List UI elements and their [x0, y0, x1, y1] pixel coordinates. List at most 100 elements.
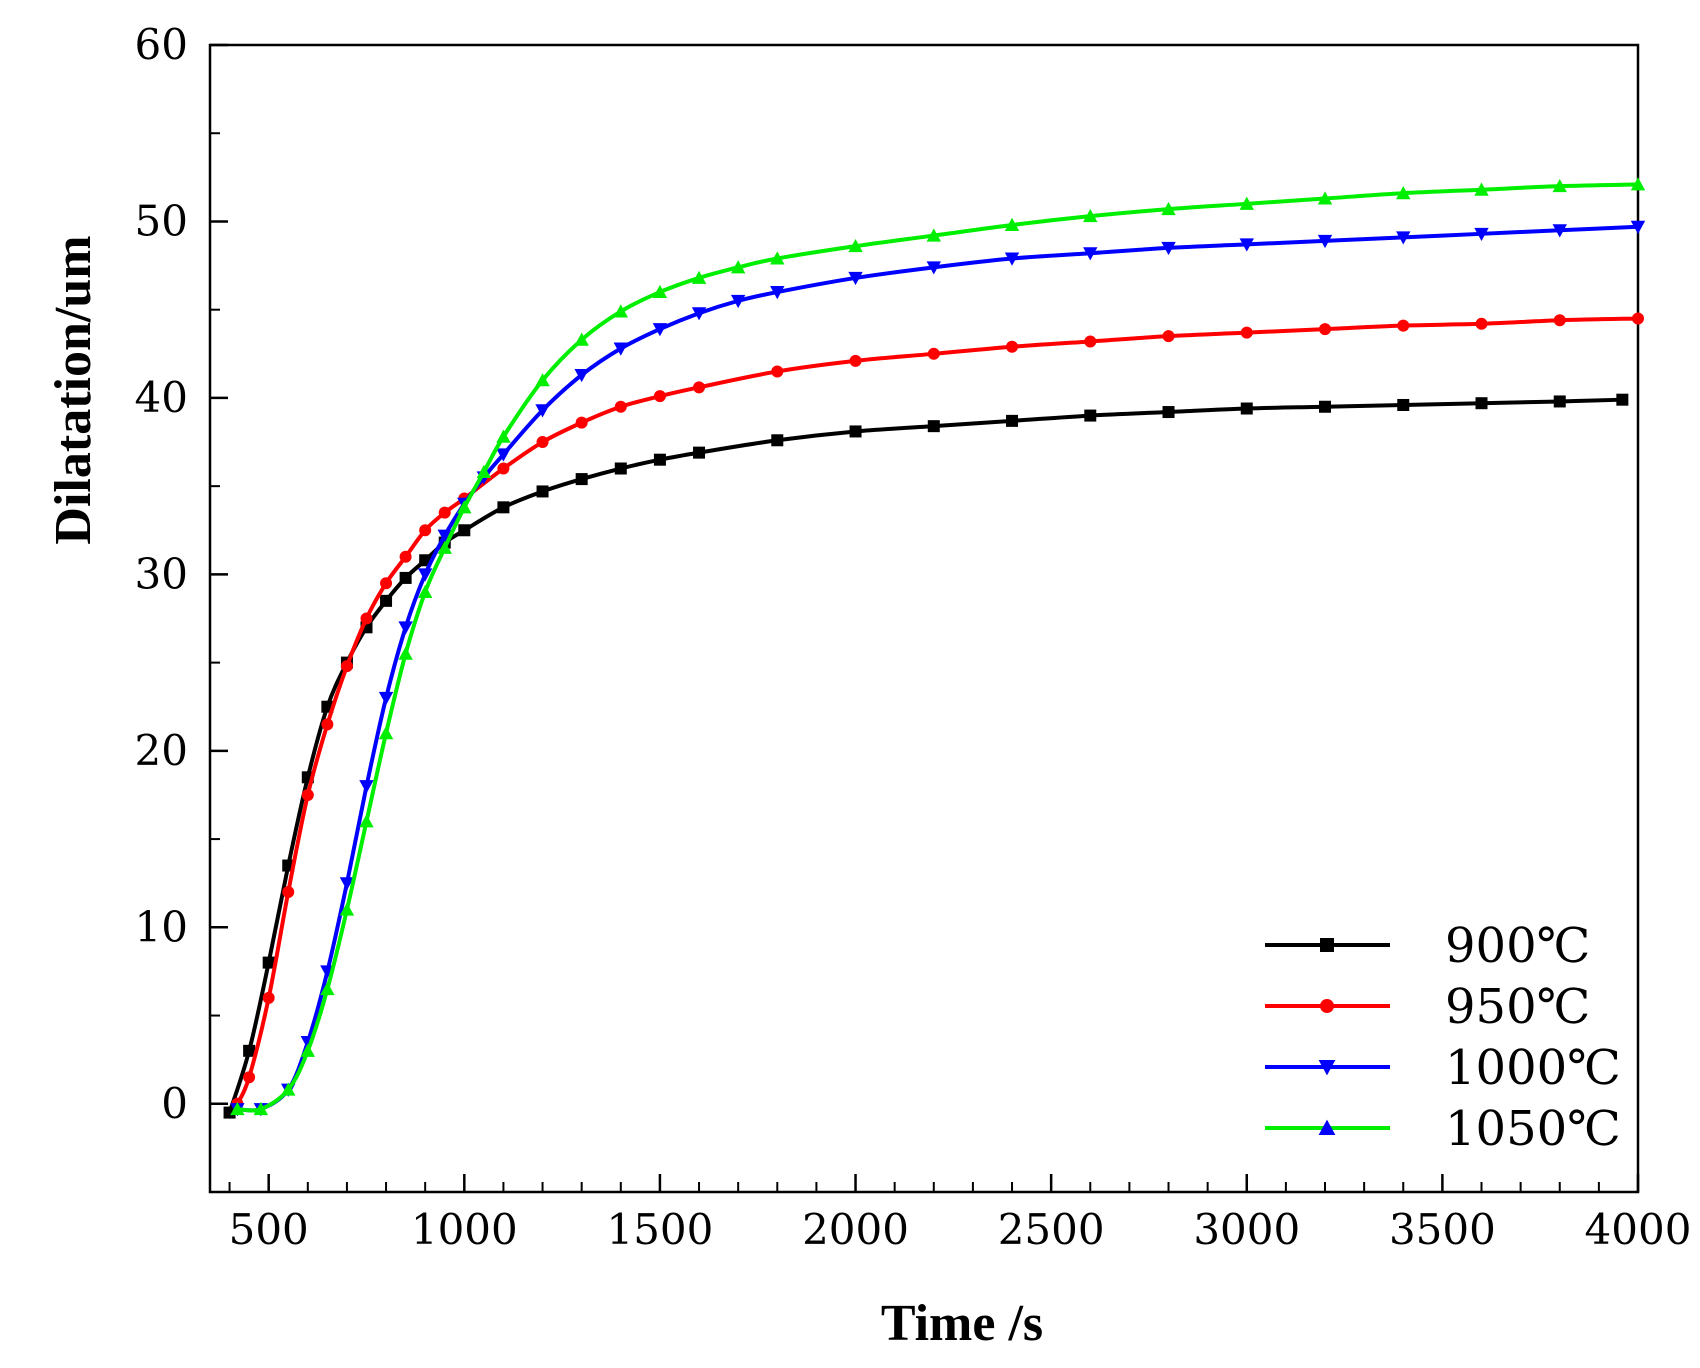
- data-point: [359, 814, 374, 828]
- data-point: [380, 577, 393, 590]
- data-point: [730, 294, 746, 309]
- data-point: [301, 788, 314, 801]
- data-point: [359, 780, 374, 794]
- data-point: [1630, 177, 1646, 191]
- data-point: [575, 416, 588, 429]
- data-point: [1084, 335, 1097, 348]
- data-point: [1083, 208, 1098, 223]
- x-tick-label: 2500: [998, 1205, 1105, 1254]
- data-point: [849, 354, 862, 367]
- series-3: [230, 177, 1646, 1116]
- data-point: [253, 1101, 269, 1116]
- data-point: [1475, 317, 1488, 330]
- legend-marker: [1320, 999, 1334, 1013]
- series-line: [235, 316, 1639, 1105]
- data-point: [771, 365, 784, 378]
- data-point: [575, 473, 588, 486]
- data-point: [360, 612, 373, 625]
- data-point: [398, 621, 413, 635]
- data-point: [1161, 241, 1176, 256]
- data-point: [281, 1082, 296, 1096]
- data-point: [1317, 191, 1333, 205]
- data-point: [320, 981, 335, 996]
- data-point: [691, 270, 707, 284]
- data-point: [300, 1043, 316, 1057]
- data-point: [1240, 402, 1253, 415]
- data-point: [243, 1044, 256, 1057]
- y-tick-label: 20: [135, 726, 188, 775]
- data-point: [1006, 414, 1019, 427]
- data-point: [321, 718, 334, 731]
- data-point: [398, 646, 413, 660]
- data-point: [438, 506, 451, 519]
- data-point: [339, 902, 355, 916]
- y-tick-label: 40: [135, 373, 188, 422]
- plot-frame: [208, 43, 1640, 1194]
- data-point: [730, 260, 746, 274]
- data-point: [1474, 182, 1489, 196]
- x-tick-label: 500: [229, 1205, 309, 1254]
- data-point: [653, 453, 666, 466]
- data-point: [417, 568, 433, 582]
- series-line: [237, 224, 1639, 1113]
- y-axis-title: Dilatation/um: [45, 235, 102, 544]
- data-point: [1552, 178, 1567, 193]
- legend-label: 1000℃: [1445, 1040, 1621, 1096]
- data-point: [419, 524, 432, 537]
- data-point: [613, 304, 628, 318]
- data-point: [652, 284, 668, 299]
- data-point: [927, 420, 940, 433]
- data-point: [693, 381, 706, 394]
- data-point: [536, 485, 549, 498]
- data-point: [574, 332, 589, 346]
- data-point: [1632, 312, 1644, 325]
- data-point: [536, 436, 549, 449]
- data-point: [378, 726, 394, 740]
- x-tick-label: 2000: [802, 1205, 909, 1254]
- y-tick-label: 50: [135, 196, 188, 245]
- data-point: [1475, 397, 1488, 410]
- data-point: [1553, 395, 1566, 408]
- data-point: [1397, 398, 1410, 411]
- data-point: [1396, 231, 1411, 245]
- x-tick-label: 3000: [1193, 1205, 1300, 1254]
- data-point: [1161, 201, 1176, 216]
- data-point: [399, 550, 412, 563]
- data-point: [380, 594, 393, 607]
- data-point: [848, 271, 863, 286]
- data-point: [613, 342, 628, 356]
- data-point: [458, 524, 471, 537]
- data-point: [1474, 227, 1489, 242]
- data-point: [1630, 220, 1646, 234]
- data-point: [1319, 400, 1332, 413]
- data-point: [652, 323, 668, 337]
- x-axis: 500 1000 1500 2000 2500 3000 3500 4000: [228, 1174, 1692, 1254]
- data-point: [1162, 406, 1175, 419]
- data-point: [614, 400, 627, 413]
- data-point: [1553, 314, 1566, 327]
- data-point: [1319, 323, 1332, 336]
- y-tick-label: 60: [135, 20, 188, 69]
- data-point: [496, 429, 511, 443]
- data-point: [243, 1071, 256, 1084]
- legend-label: 1050℃: [1445, 1101, 1621, 1157]
- data-point: [770, 286, 785, 300]
- data-point: [848, 238, 863, 253]
- x-tick-label: 4000: [1585, 1205, 1692, 1254]
- legend-marker: [1318, 1060, 1336, 1076]
- series-layer: [223, 177, 1646, 1119]
- data-point: [926, 261, 941, 275]
- data-point: [614, 462, 627, 475]
- data-point: [1083, 247, 1098, 261]
- data-point: [262, 991, 275, 1004]
- data-point: [437, 529, 452, 543]
- data-point: [497, 501, 510, 514]
- data-point: [1317, 234, 1333, 249]
- data-point: [1240, 326, 1253, 339]
- data-point: [1004, 252, 1020, 266]
- data-point: [770, 251, 785, 265]
- y-axis: 0 10 20 30 40 50 60: [135, 20, 228, 1193]
- data-point: [476, 464, 492, 479]
- series-0: [223, 393, 1629, 1119]
